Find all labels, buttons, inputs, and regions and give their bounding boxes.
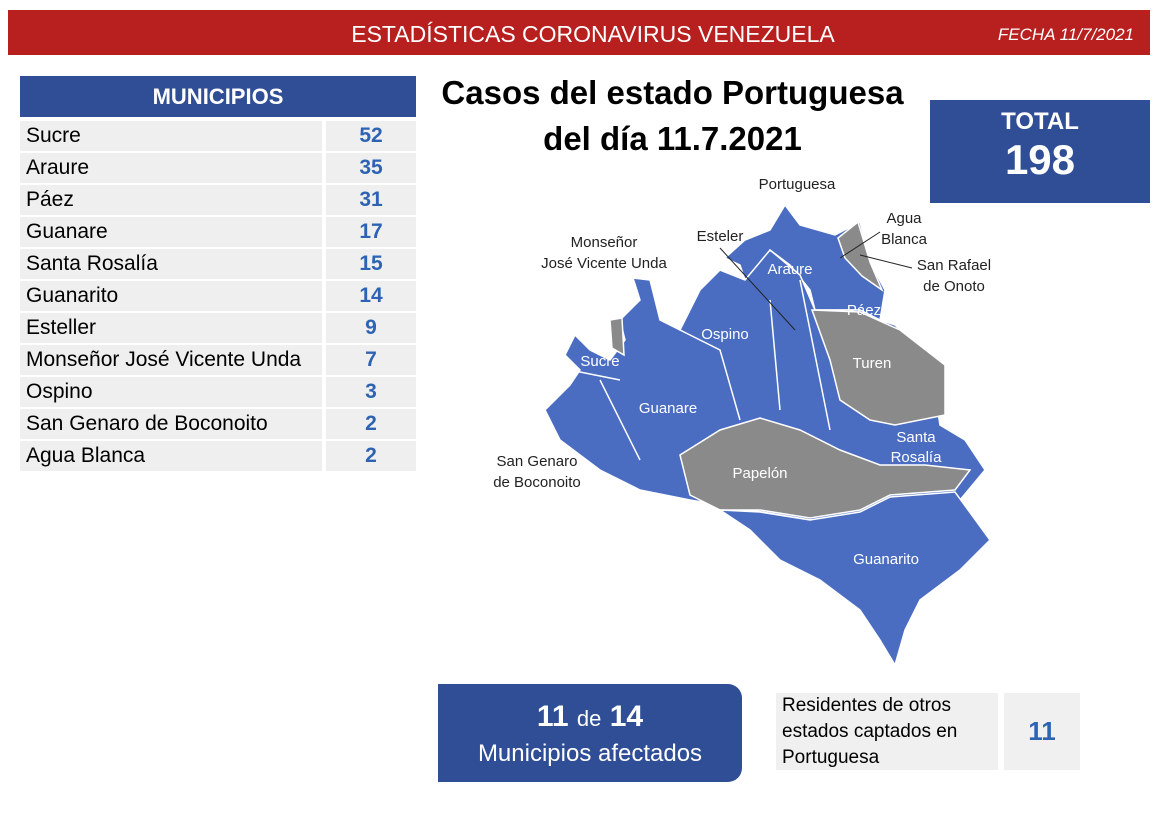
map-label: Guanare: [639, 400, 697, 417]
map-label: Santa: [896, 429, 936, 446]
table-row: Páez 31: [20, 185, 416, 215]
map-label: Guanarito: [853, 551, 919, 568]
table-row: Ospino 3: [20, 377, 416, 407]
municipio-name: Páez: [20, 185, 322, 215]
leader-line: [719, 231, 913, 331]
map-label: Monseñor: [571, 234, 638, 251]
total-box: TOTAL 198: [930, 100, 1150, 203]
municipio-cases: 52: [326, 121, 416, 151]
map-label: de Onoto: [923, 278, 985, 295]
table-row: Sucre 52: [20, 121, 416, 151]
map-label: Papelón: [732, 465, 787, 482]
municipio-cases: 3: [326, 377, 416, 407]
region: [679, 417, 972, 519]
table-row: Esteller 9: [20, 313, 416, 343]
affected-box: 11 de 14 Municipios afectados: [438, 684, 742, 782]
total-label: TOTAL: [1001, 108, 1079, 135]
municipio-name: Araure: [20, 153, 322, 183]
header-title: ESTADÍSTICAS CORONAVIRUS VENEZUELA: [351, 21, 835, 47]
map-label: Páez: [847, 302, 881, 319]
municipio-name: Ospino: [20, 377, 322, 407]
residents-label: Residentes de otros estados captados en …: [776, 693, 998, 770]
municipio-cases: 15: [326, 249, 416, 279]
residents-value: 11: [1004, 693, 1080, 770]
municipio-cases: 31: [326, 185, 416, 215]
municipio-name: San Genaro de Boconoito: [20, 409, 322, 439]
map-label: Agua: [886, 210, 922, 227]
table-row: Agua Blanca 2: [20, 441, 416, 471]
table-row: Araure 35: [20, 153, 416, 183]
municipio-cases: 2: [326, 409, 416, 439]
map-label: San Rafael: [917, 257, 991, 274]
region: [837, 220, 884, 293]
map-label: Rosalía: [891, 449, 943, 466]
municipio-cases: 2: [326, 441, 416, 471]
municipios-table: MUNICIPIOS Sucre 52 Araure 35 Páez 31 Guanare 1…: [20, 76, 416, 473]
header-bar: ESTADÍSTICAS CORONAVIRUS VENEZUELA FECHA…: [8, 10, 1150, 55]
municipio-cases: 17: [326, 217, 416, 247]
table-row: Guanare 17: [20, 217, 416, 247]
map-label: José Vicente Unda: [541, 255, 667, 272]
table-body: Sucre 52 Araure 35 Páez 31 Guanare 17 Santa Rosa…: [20, 121, 416, 471]
region: [717, 491, 991, 667]
region: [810, 309, 946, 426]
municipio-name: Sucre: [20, 121, 322, 151]
header-date: FECHA 11/7/2021: [997, 25, 1134, 44]
municipio-name: Monseñor José Vicente Unda: [20, 345, 322, 375]
affected-number: 11: [536, 700, 569, 733]
table-row: San Genaro de Boconoito 2: [20, 409, 416, 439]
table-header: MUNICIPIOS: [20, 76, 416, 117]
municipio-name: Guanarito: [20, 281, 322, 311]
affected-caption: Municipios afectados: [477, 740, 703, 767]
municipio-cases: 7: [326, 345, 416, 375]
affected-of: de: [576, 706, 602, 731]
map-label: San Genaro: [497, 453, 578, 470]
map-label: Blanca: [881, 231, 928, 248]
municipio-name: Agua Blanca: [20, 441, 322, 471]
municipio-name: Guanare: [20, 217, 322, 247]
border: [569, 279, 831, 461]
map-label: Araure: [767, 261, 812, 278]
map: Portuguesa Esteler Monseñor José Vicente…: [493, 176, 991, 667]
map-label: Portuguesa: [759, 176, 836, 193]
map-label: Esteler: [697, 228, 744, 245]
affected-total: 14: [609, 700, 644, 733]
table-row: Santa Rosalía 15: [20, 249, 416, 279]
title-line: del día 11.7.2021: [543, 120, 802, 157]
affected-count: 11 de 14: [438, 700, 742, 734]
map-label: de Boconoito: [493, 474, 581, 491]
table-row: Monseñor José Vicente Unda 7: [20, 345, 416, 375]
municipio-cases: 35: [326, 153, 416, 183]
region: [609, 317, 625, 357]
table-row: Guanarito 14: [20, 281, 416, 311]
map-label: Turen: [853, 355, 892, 372]
total-value: 198: [1004, 136, 1076, 183]
municipio-name: Esteller: [20, 313, 322, 343]
municipio-cases: 14: [326, 281, 416, 311]
map-label: Ospino: [701, 326, 749, 343]
municipio-cases: 9: [326, 313, 416, 343]
map-label: Sucre: [580, 353, 619, 370]
title-line: Casos del estado Portuguesa: [441, 74, 904, 111]
title: Casos del estado Portuguesa del día 11.7…: [420, 70, 925, 162]
municipio-name: Santa Rosalía: [20, 249, 322, 279]
